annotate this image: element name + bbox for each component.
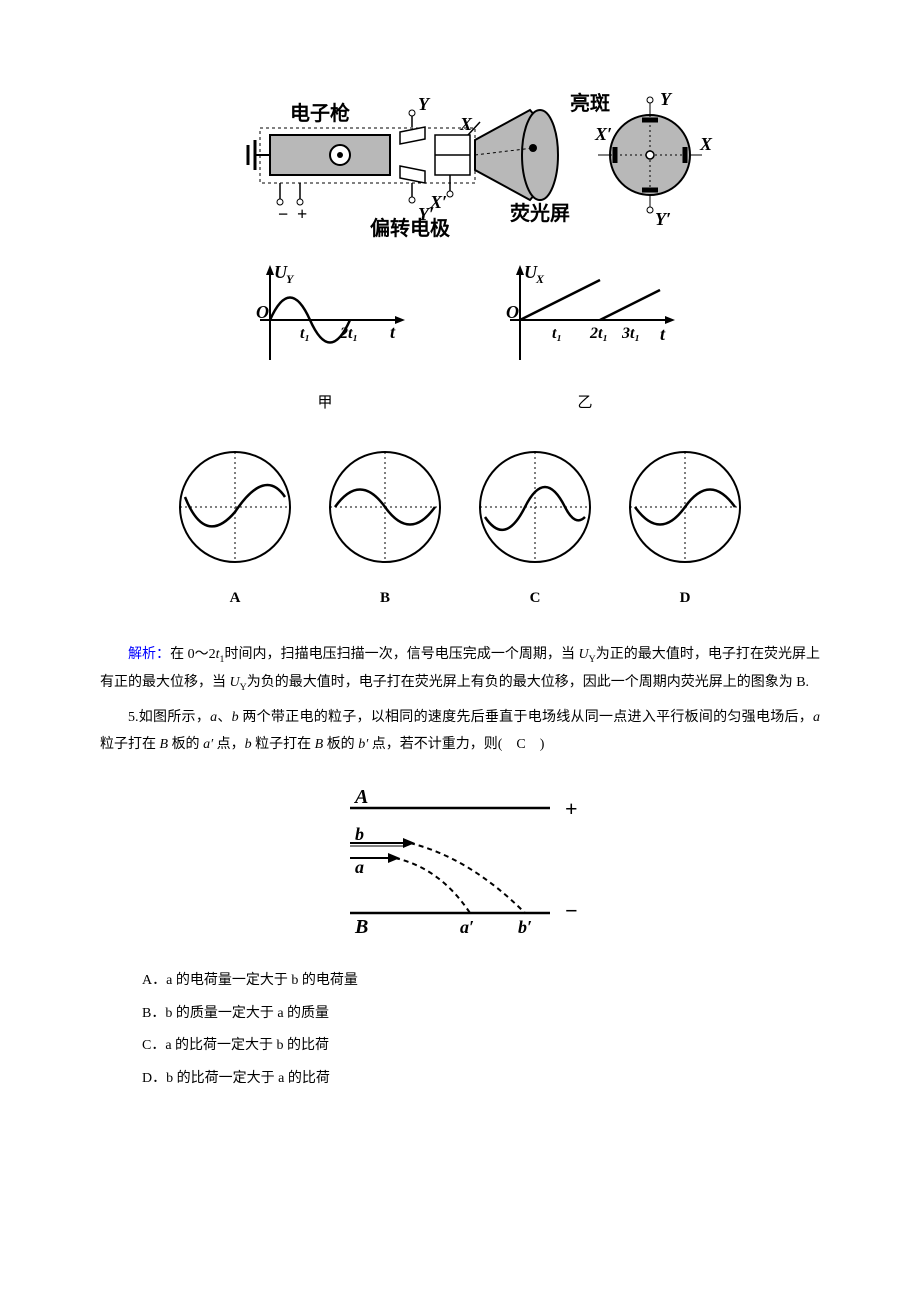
spot-label: 亮斑 bbox=[570, 91, 610, 115]
plus-sign: + bbox=[565, 796, 578, 821]
q5-diagram: A + B − b a a′ b′ bbox=[100, 778, 820, 948]
jia-t1: t₁ bbox=[300, 325, 310, 342]
plate-A: A bbox=[353, 786, 368, 808]
svg-text:O: O bbox=[506, 302, 519, 322]
option-C: C bbox=[475, 447, 595, 612]
jia-ysub: Y bbox=[286, 272, 295, 286]
option-A: A bbox=[175, 447, 295, 612]
graph-jia: U Y O t₁ 2t₁ t 甲 bbox=[240, 260, 410, 417]
optB-label: B bbox=[325, 584, 445, 613]
Xp-front: X′ bbox=[594, 124, 612, 144]
svg-text:O: O bbox=[256, 302, 269, 322]
X-front: X bbox=[699, 134, 713, 154]
deflect-label: 偏转电极 bbox=[370, 216, 451, 240]
point-ap: a′ bbox=[460, 917, 474, 937]
voltage-graphs: U Y O t₁ 2t₁ t 甲 U X O t₁ 2t₁ 3t₁ t 乙 bbox=[100, 260, 820, 417]
circle-options: A B C D bbox=[100, 447, 820, 612]
jia-xlabel: t bbox=[390, 322, 396, 342]
optC-label: C bbox=[475, 584, 595, 613]
optD-label: D bbox=[625, 584, 745, 613]
oscilloscope-diagram: 电子枪 Y Y′ X X′ 偏转电极 − + 荧光屏 亮斑 Y Y′ X′ X bbox=[100, 80, 820, 240]
analysis-para: 解析：在 0～2t1时间内，扫描电压扫描一次，信号电压完成一个周期，当 UY为正… bbox=[100, 642, 820, 697]
option-D: D bbox=[625, 447, 745, 612]
optA-label: A bbox=[175, 584, 295, 613]
gun-label: 电子枪 bbox=[290, 101, 350, 125]
q5-opt-D: D．b 的比荷一定大于 a 的比荷 bbox=[142, 1066, 820, 1093]
jia-2t1: 2t₁ bbox=[339, 325, 358, 342]
yi-t1: t₁ bbox=[552, 325, 562, 342]
Y-front: Y bbox=[660, 89, 673, 109]
graph-yi: U X O t₁ 2t₁ 3t₁ t 乙 bbox=[490, 260, 680, 417]
minus-label: − bbox=[278, 204, 288, 224]
point-bp: b′ bbox=[518, 917, 532, 937]
q5-text: 5.如图所示，a、b 两个带正电的粒子，以相同的速度先后垂直于电场线从同一点进入… bbox=[100, 705, 820, 758]
yi-ysub: X bbox=[535, 272, 545, 286]
Yp-front: Y′ bbox=[655, 209, 671, 229]
q5-options: A．a 的电荷量一定大于 b 的电荷量 B．b 的质量一定大于 a 的质量 C．… bbox=[142, 968, 820, 1092]
particle-a: a bbox=[355, 857, 364, 877]
q5-opt-B: B．b 的质量一定大于 a 的质量 bbox=[142, 1001, 820, 1028]
yi-3t1: 3t₁ bbox=[621, 325, 640, 342]
q5-opt-C: C．a 的比荷一定大于 b 的比荷 bbox=[142, 1033, 820, 1060]
Xp-label-1: X′ bbox=[429, 192, 447, 212]
particle-b: b bbox=[355, 824, 364, 844]
X-label-1: X bbox=[459, 114, 473, 134]
minus-sign: − bbox=[565, 898, 578, 923]
plate-B: B bbox=[354, 916, 368, 938]
option-B: B bbox=[325, 447, 445, 612]
q5-opt-A: A．a 的电荷量一定大于 b 的电荷量 bbox=[142, 968, 820, 995]
yi-2t1: 2t₁ bbox=[589, 325, 608, 342]
jia-caption: 甲 bbox=[240, 389, 410, 418]
analysis-prefix: 解析： bbox=[128, 647, 170, 662]
yi-xlabel: t bbox=[660, 324, 666, 344]
Y-label: Y bbox=[418, 94, 431, 114]
yi-caption: 乙 bbox=[490, 389, 680, 418]
screen-label: 荧光屏 bbox=[510, 201, 570, 225]
plus-label: + bbox=[297, 204, 307, 224]
